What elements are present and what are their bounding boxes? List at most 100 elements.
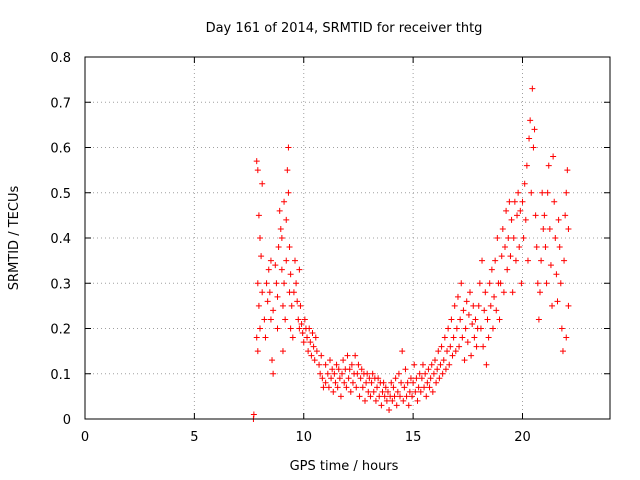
y-axis-label: SRMTID / TECUs [7,186,22,291]
data-point-marker [481,307,488,314]
data-point-marker [515,189,522,196]
data-point-marker [301,316,308,323]
data-point-marker [401,384,408,391]
x-tick-label: 15 [405,430,422,445]
data-point-marker [472,316,479,323]
data-point-marker [427,375,434,382]
data-point-marker [475,302,482,309]
data-point-marker [308,352,315,359]
y-tick-label: 0.6 [50,142,71,157]
data-point-marker [305,348,312,355]
data-point-marker [494,235,501,241]
data-point-marker [368,379,375,386]
data-point-marker [459,334,466,341]
data-point-marker [322,379,329,386]
y-tick-label: 0.8 [50,51,71,66]
data-point-marker [391,393,398,400]
data-point-marker [369,370,376,377]
data-point-marker [444,348,451,355]
data-point-marker [359,384,366,391]
data-point-marker [531,126,538,133]
data-point-marker [320,384,327,391]
data-point-marker [542,244,549,251]
data-point-marker [489,325,496,332]
data-point-marker [390,384,397,391]
data-point-marker [263,280,270,287]
data-point-marker [300,339,307,346]
data-point-marker [328,375,335,382]
data-point-marker [347,388,354,395]
data-point-marker [262,334,269,341]
data-point-marker [477,325,484,332]
data-point-marker [375,375,382,382]
data-point-marker [419,361,426,368]
data-point-marker [416,370,423,377]
data-point-marker [317,370,324,377]
data-point-marker [341,379,348,386]
data-point-marker [287,271,294,278]
data-point-marker [426,384,433,391]
data-point-marker [563,189,570,196]
data-point-marker [521,180,528,187]
data-point-marker [504,266,511,273]
data-point-marker [275,244,282,251]
data-point-marker [522,216,529,223]
y-tick-label: 0.2 [50,323,71,338]
data-point-marker [550,153,557,160]
data-point-marker [283,216,290,223]
data-point-marker [290,289,297,296]
data-point-marker [445,325,452,332]
data-point-marker [563,334,570,341]
data-point-marker [556,244,563,251]
data-point-marker [552,235,559,241]
data-point-marker [433,379,440,386]
data-point-marker [343,384,350,391]
data-point-marker [337,393,344,400]
data-point-marker [285,189,292,196]
data-point-marker [442,366,449,373]
data-point-marker [265,266,272,273]
data-point-marker [541,212,548,219]
data-point-marker [516,244,523,251]
data-point-marker [281,198,288,205]
data-point-marker [325,384,332,391]
data-point-marker [524,257,531,264]
data-point-marker [449,352,456,359]
data-point-marker [384,388,391,395]
data-point-marker [253,334,260,341]
data-point-marker [547,262,554,269]
data-point-marker [254,167,261,174]
data-point-marker [292,257,298,264]
data-point-marker [407,375,414,382]
x-tick-label: 20 [514,430,531,445]
data-point-marker [558,325,565,332]
data-point-marker [383,397,390,404]
data-point-marker [545,162,552,169]
data-point-marker [382,384,389,391]
data-point-marker [379,388,386,395]
data-point-marker [362,397,368,404]
x-tick-label: 10 [295,430,312,445]
data-point-marker [284,167,291,174]
data-point-marker [546,225,553,232]
data-point-marker [354,370,361,377]
data-point-marker [485,334,492,341]
data-point-marker [529,85,536,92]
data-point-marker [327,357,333,364]
data-point-marker [319,375,326,382]
data-point-marker [309,330,316,337]
data-point-marker [430,370,437,377]
data-point-marker [296,325,303,332]
data-point-marker [274,325,281,332]
data-point-marker [473,343,480,350]
data-point-marker [261,316,268,323]
data-point-marker [295,316,302,323]
data-point-marker [502,244,508,251]
data-point-marker [421,384,428,391]
data-point-marker [378,402,385,409]
data-point-marker [417,388,424,395]
data-point-marker [332,379,339,386]
data-point-marker [274,293,281,300]
data-point-marker [456,343,463,350]
